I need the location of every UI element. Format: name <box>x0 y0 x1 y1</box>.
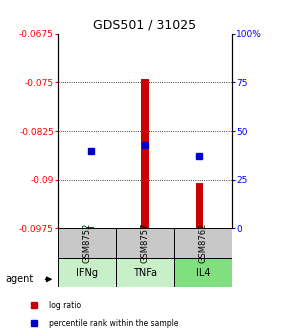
Bar <box>116 258 174 287</box>
Text: GSM8752: GSM8752 <box>82 223 92 263</box>
Bar <box>58 258 116 287</box>
Bar <box>174 258 232 287</box>
Title: GDS501 / 31025: GDS501 / 31025 <box>93 18 197 31</box>
Text: TNFa: TNFa <box>133 267 157 278</box>
Text: GSM8757: GSM8757 <box>140 223 150 263</box>
Bar <box>116 228 174 258</box>
Text: IL4: IL4 <box>196 267 210 278</box>
Bar <box>87 227 94 228</box>
Text: GSM8762: GSM8762 <box>198 223 208 263</box>
Bar <box>142 79 148 228</box>
Text: percentile rank within the sample: percentile rank within the sample <box>49 319 179 328</box>
Text: agent: agent <box>6 274 34 284</box>
Bar <box>174 228 232 258</box>
Text: IFNg: IFNg <box>76 267 98 278</box>
Bar <box>196 183 203 228</box>
Bar <box>58 228 116 258</box>
Text: log ratio: log ratio <box>49 301 81 310</box>
